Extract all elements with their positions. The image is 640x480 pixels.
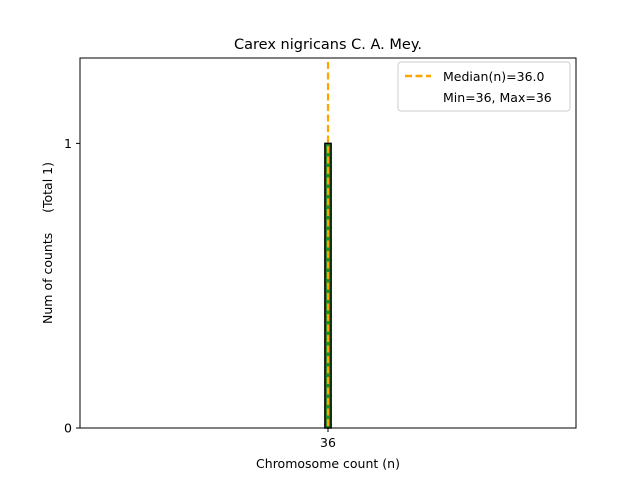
y-axis-ticks: 01 bbox=[64, 136, 80, 436]
legend: Median(n)=36.0 Min=36, Max=36 bbox=[397, 61, 571, 112]
legend-box bbox=[397, 61, 571, 112]
x-tick-label: 36 bbox=[320, 435, 336, 450]
legend-minmax-label: Min=36, Max=36 bbox=[443, 90, 552, 105]
y-tick-label: 1 bbox=[64, 136, 72, 151]
x-axis-ticks: 36 bbox=[320, 428, 336, 450]
y-axis-label: Num of counts (Total 1) bbox=[40, 162, 55, 324]
y-tick-label: 0 bbox=[64, 421, 72, 436]
chart-title: Carex nigricans C. A. Mey. bbox=[234, 37, 422, 53]
legend-median-label: Median(n)=36.0 bbox=[443, 69, 544, 84]
x-axis-label: Chromosome count (n) bbox=[256, 456, 400, 471]
